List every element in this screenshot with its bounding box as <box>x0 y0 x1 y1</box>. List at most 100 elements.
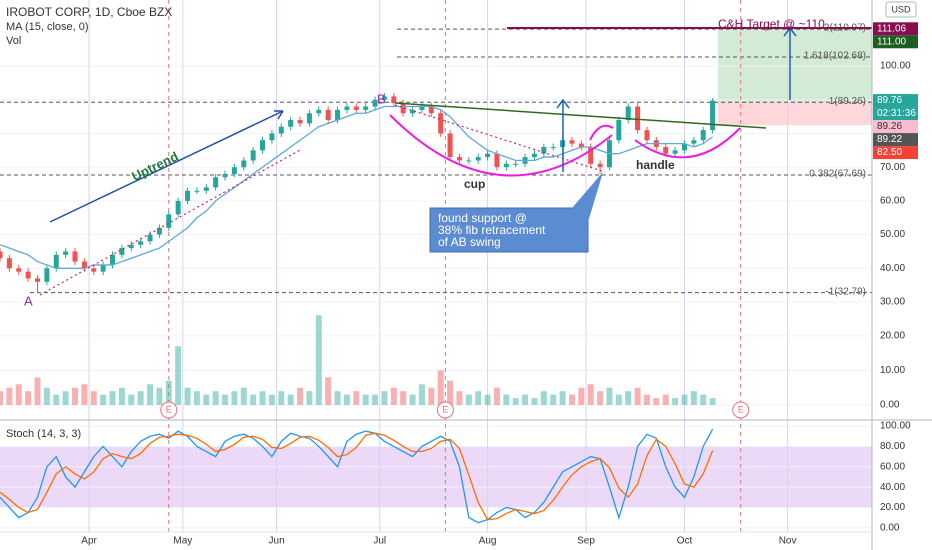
volume-bar <box>184 387 191 405</box>
volume-bar <box>231 391 238 405</box>
cup-rim <box>589 124 614 141</box>
volume-bar <box>578 387 585 405</box>
volume-bar <box>409 394 416 405</box>
y-tick-label: 60.00 <box>880 196 905 207</box>
candle-body <box>569 140 575 144</box>
candle-body <box>185 190 191 201</box>
volume-bar <box>306 391 313 405</box>
volume-bar <box>156 387 163 405</box>
volume-bar <box>287 394 294 405</box>
candle-body <box>35 278 41 282</box>
volume-bar <box>240 387 247 405</box>
background-layer <box>0 0 872 532</box>
x-tick-label: Apr <box>81 536 97 547</box>
candle-body <box>410 109 416 114</box>
candle-body <box>119 248 125 255</box>
candle-body <box>260 140 266 151</box>
y-tick-label: 40.00 <box>880 263 905 274</box>
fib-label: -1(32.79) <box>825 286 866 297</box>
price-label-box <box>873 133 918 147</box>
volume-bar <box>587 384 594 405</box>
measure-arrow <box>556 98 570 172</box>
candle-body <box>428 106 434 114</box>
price-label: 111.00 <box>877 36 907 47</box>
candle-body <box>597 163 603 168</box>
volume-bar <box>381 391 388 405</box>
volume-bar <box>531 398 538 405</box>
volume-bar <box>0 391 3 405</box>
candle-body <box>400 103 406 114</box>
candle-body <box>700 130 706 141</box>
y-tick-label: 70.00 <box>880 162 905 173</box>
callout-text: 38% fib retracement <box>438 223 546 237</box>
candle-body <box>691 140 697 144</box>
price-label-box <box>873 120 918 134</box>
candle-body <box>269 133 275 141</box>
candle-body <box>16 268 22 272</box>
y-tick-label: 100.00 <box>880 61 911 72</box>
target-label: C&H Target @ ~110 <box>718 17 825 31</box>
candle-body <box>81 261 87 269</box>
dotted-line <box>394 104 606 173</box>
stoch-d-line <box>0 432 714 521</box>
candle-body <box>616 120 622 141</box>
volume-bar <box>512 398 519 405</box>
candle-body <box>72 251 78 262</box>
cup-label: cup <box>464 177 485 191</box>
volume-bar <box>615 394 622 405</box>
volume-bar <box>62 391 69 405</box>
candle-body <box>166 214 172 228</box>
candle-body <box>297 120 303 124</box>
volume-bar <box>493 387 500 405</box>
candle-body <box>194 190 200 192</box>
volume-bar <box>390 387 397 405</box>
candle-body <box>316 109 322 114</box>
indicator-label: MA (15, close, 0) <box>6 21 89 33</box>
volume-bar <box>175 346 182 405</box>
volume-bar <box>334 391 341 405</box>
volume-bar <box>568 394 575 405</box>
volume-bar <box>250 394 257 405</box>
volume-bar <box>447 380 454 405</box>
volume-bar <box>193 391 200 405</box>
x-tick-label: Jun <box>269 536 285 547</box>
stoch-tick-label: 0.00 <box>880 522 900 533</box>
volume-bar <box>606 387 613 405</box>
volume-bar <box>456 391 463 405</box>
candle-body <box>353 106 359 110</box>
candle-body <box>325 109 331 120</box>
candle-body <box>213 177 219 188</box>
candle-body <box>663 146 669 154</box>
candle-body <box>588 146 594 164</box>
volume-bar <box>325 377 332 405</box>
candle-body <box>203 187 209 191</box>
candle-body <box>438 113 444 134</box>
volume-bar <box>53 394 60 405</box>
volume-bar <box>147 384 154 405</box>
volume-bar <box>625 391 632 405</box>
stoch-tick-label: 20.00 <box>880 502 905 513</box>
candle-body <box>222 173 228 178</box>
candle-body <box>156 227 162 235</box>
callout-pointer <box>572 172 603 222</box>
volume-bar <box>222 394 229 405</box>
candle-body <box>550 146 556 148</box>
volume-bar <box>137 391 144 405</box>
volume-bar <box>400 391 407 405</box>
callout-text: found support @ <box>438 211 527 225</box>
fib-label: 0.382(67.69) <box>809 169 866 180</box>
price-label-box <box>873 22 918 36</box>
chart-title: IROBOT CORP, 1D, Cboe BZX <box>6 5 172 19</box>
arrow-head <box>274 110 284 120</box>
volume-bar <box>437 370 444 405</box>
volume-bar <box>662 394 669 405</box>
countdown-box <box>873 107 918 121</box>
fib-label: 1.618(102.68) <box>804 51 866 62</box>
x-tick-label: Aug <box>479 536 497 547</box>
volume-bar <box>353 391 360 405</box>
candle-body <box>541 146 547 154</box>
volume-bar <box>484 394 491 405</box>
candle-body <box>344 106 350 110</box>
candle-body <box>635 106 641 131</box>
volume-bar <box>15 384 22 405</box>
